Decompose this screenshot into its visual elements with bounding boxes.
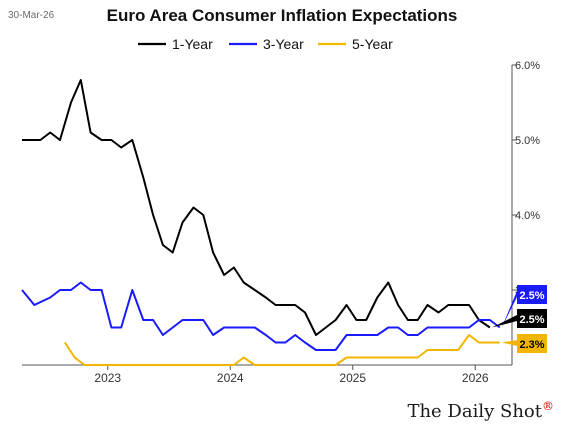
date-label: 30-Mar-26 [8,10,55,21]
x-tick-label-1: 2024 [217,371,244,385]
end-pointer-1 [501,291,517,328]
end-label-2: 2.3% [519,339,544,351]
y-tick-label-1: 5.0% [515,135,540,147]
series-line-0 [22,79,491,336]
x-tick-label-0: 2023 [94,371,121,385]
y-tick-label-2: 4.0% [515,210,540,222]
legend-label-0: 1-Year [172,36,213,52]
series-line-2 [64,334,500,366]
end-pointer-0 [491,315,517,328]
end-box-1 [517,285,547,304]
y-tick-label-0: 6.0% [515,60,540,72]
x-tick-label-3: 2026 [462,371,489,385]
chart-title: Euro Area Consumer Inflation Expectation… [106,6,458,25]
brand-text: The Daily Shot [407,401,542,422]
end-label-0: 2.5% [519,314,544,326]
end-box-2 [517,334,547,353]
brand-mark: ® [542,399,554,413]
x-tick-label-2: 2025 [339,371,366,385]
end-label-1: 2.5% [519,290,544,302]
brand-logo: The Daily Shot® [407,399,554,422]
series-line-1 [21,281,501,351]
legend-label-2: 5-Year [352,36,393,52]
end-box-0 [517,309,547,328]
legend-label-1: 3-Year [263,36,304,52]
end-pointer-2 [501,340,517,346]
